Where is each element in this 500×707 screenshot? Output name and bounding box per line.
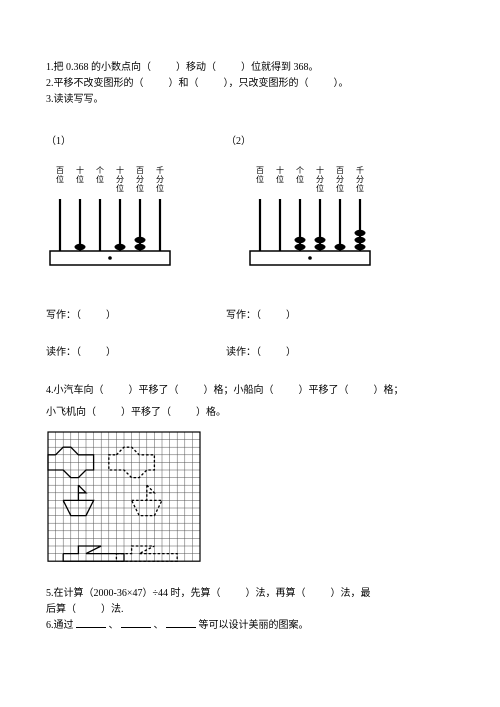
q2-text: 2.平移不改变图形的（ <box>46 78 144 89</box>
write-end: ） <box>106 310 116 321</box>
svg-text:分: 分 <box>156 175 164 184</box>
svg-text:位: 位 <box>356 183 364 193</box>
svg-text:位: 位 <box>76 174 84 184</box>
svg-text:位: 位 <box>256 174 264 184</box>
question-4: 4.小汽车向（ ）平移了（ ）格；小船向（ ）平移了（ ）格； 小飞机向（ ）平… <box>46 380 454 424</box>
svg-text:分: 分 <box>316 175 324 184</box>
q5-c: ）法，最 <box>330 588 370 599</box>
svg-text:分: 分 <box>136 175 144 184</box>
q2-blank2 <box>201 78 221 89</box>
q1-text: 1.把 0.368 的小数点向（ <box>46 62 151 73</box>
svg-text:位: 位 <box>276 174 284 184</box>
svg-text:千: 千 <box>156 165 164 175</box>
svg-text:位: 位 <box>296 174 304 184</box>
grid-diagram <box>46 430 454 566</box>
svg-text:分: 分 <box>116 175 124 184</box>
q1-mid: ）移动（ <box>176 62 216 73</box>
svg-text:位: 位 <box>316 183 324 193</box>
abacus-1: 百位十位个位十分位百分位千分位 <box>46 165 216 278</box>
abacus-2-svg: 百位十位个位十分位百分位千分位 <box>246 165 396 275</box>
svg-text:分: 分 <box>356 175 364 184</box>
svg-text:分: 分 <box>336 175 344 184</box>
q2-blank1 <box>146 78 166 89</box>
svg-text:位: 位 <box>156 183 164 193</box>
q2-blank3 <box>311 78 331 89</box>
read-end: ） <box>286 347 296 358</box>
question-3: 3.读读写写。 <box>46 92 454 108</box>
question-1: 1.把 0.368 的小数点向（ ）移动（ ）位就得到 368。 <box>46 60 454 76</box>
write-label: 写作：（ <box>226 310 261 321</box>
read-label: 读作：（ <box>226 347 261 358</box>
write-row: 写作：（ ） 写作：（ ） <box>46 306 454 321</box>
write-1: 写作：（ ） <box>46 306 226 321</box>
read-1: 读作：（ ） <box>46 343 226 358</box>
abacus-1-svg: 百位十位个位十分位百分位千分位 <box>46 165 196 275</box>
read-blank <box>264 347 284 358</box>
question-6: 6.通过 、 、 等可以设计美丽的图案。 <box>46 618 454 634</box>
q5-a: 5.在计算（2000-36×47）÷44 时，先算（ <box>46 588 220 599</box>
abacus-row: 百位十位个位十分位百分位千分位 百位十位个位十分位百分位千分位 <box>46 165 454 278</box>
q4-e: ）格； <box>374 385 404 396</box>
svg-text:百: 百 <box>136 166 144 175</box>
q4-d: ）平移了（ <box>299 385 349 396</box>
q1-blank1 <box>154 62 174 73</box>
q4-b: ）平移了（ <box>129 385 179 396</box>
svg-text:十: 十 <box>116 165 124 175</box>
svg-text:个: 个 <box>296 166 304 175</box>
svg-text:位: 位 <box>136 183 144 193</box>
write-blank <box>84 310 104 321</box>
svg-text:十: 十 <box>316 165 324 175</box>
q5-e: ）法. <box>101 604 124 615</box>
svg-text:个: 个 <box>96 166 104 175</box>
q6-c: 、 <box>154 620 164 631</box>
question-2: 2.平移不改变图形的（ ）和（ ），只改变图形的（ ）。 <box>46 76 454 92</box>
label-2: （2） <box>226 132 251 147</box>
label-1: （1） <box>46 132 226 147</box>
svg-text:位: 位 <box>336 183 344 193</box>
underline <box>166 618 196 628</box>
svg-text:百: 百 <box>336 166 344 175</box>
svg-text:百: 百 <box>56 166 64 175</box>
read-end: ） <box>106 347 116 358</box>
abacus-labels-row: （1） （2） <box>46 132 454 147</box>
q4-c: ）格；小船向（ <box>204 385 274 396</box>
grid-svg <box>46 430 202 563</box>
read-blank <box>84 347 104 358</box>
write-blank <box>264 310 284 321</box>
q4-g: ）平移了（ <box>121 407 171 418</box>
q4-a: 4.小汽车向（ <box>46 385 104 396</box>
q1-blank2 <box>219 62 239 73</box>
svg-text:位: 位 <box>96 174 104 184</box>
svg-text:位: 位 <box>56 174 64 184</box>
q6-b: 、 <box>109 620 119 631</box>
read-2: 读作：（ ） <box>226 343 296 358</box>
question-5: 5.在计算（2000-36×47）÷44 时，先算（ ）法，再算（ ）法，最 后… <box>46 586 454 618</box>
q5-d: 后算（ <box>46 604 76 615</box>
q4-h: ）格。 <box>196 407 226 418</box>
underline <box>76 618 106 628</box>
write-2: 写作：（ ） <box>226 306 296 321</box>
q2-mid2: ），只改变图形的（ <box>224 78 309 89</box>
svg-text:千: 千 <box>356 165 364 175</box>
abacus-2: 百位十位个位十分位百分位千分位 <box>246 165 416 278</box>
q6-a: 6.通过 <box>46 620 74 631</box>
svg-text:十: 十 <box>276 165 284 175</box>
svg-text:十: 十 <box>76 165 84 175</box>
write-label: 写作：（ <box>46 310 81 321</box>
q2-mid1: ）和（ <box>169 78 199 89</box>
q5-b: ）法，再算（ <box>245 588 305 599</box>
read-row: 读作：（ ） 读作：（ ） <box>46 343 454 358</box>
q4-f: 小飞机向（ <box>46 407 96 418</box>
q1-end: ）位就得到 368。 <box>241 62 319 73</box>
svg-text:百: 百 <box>256 166 264 175</box>
underline <box>121 618 151 628</box>
write-end: ） <box>286 310 296 321</box>
read-label: 读作：（ <box>46 347 81 358</box>
q2-end: ）。 <box>334 78 349 89</box>
svg-text:位: 位 <box>116 183 124 193</box>
q6-d: 等可以设计美丽的图案。 <box>199 620 309 631</box>
